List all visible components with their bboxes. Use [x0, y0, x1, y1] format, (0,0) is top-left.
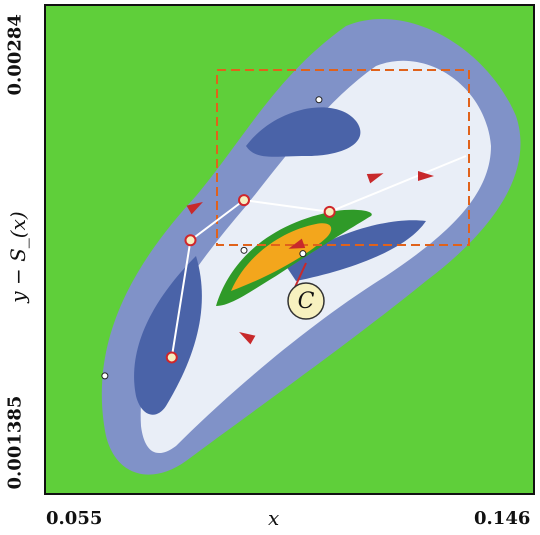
y-tick-min: 0.001385	[4, 395, 26, 490]
phase-space-plot: C	[46, 6, 533, 493]
x-tick-min: 0.055	[46, 508, 103, 529]
manifold-arrow	[239, 332, 256, 345]
periodic-point	[323, 205, 336, 218]
label-text: C	[298, 289, 315, 314]
x-tick-max: 0.146	[474, 508, 531, 529]
right-island	[286, 220, 426, 281]
manifold-arrow	[366, 173, 384, 184]
elliptic-center	[299, 250, 307, 258]
elliptic-center	[101, 372, 109, 380]
x-axis-label: x	[268, 506, 280, 530]
periodic-point	[165, 351, 178, 364]
periodic-point	[184, 234, 197, 247]
elliptic-center	[315, 96, 323, 104]
elliptic-center	[240, 246, 248, 254]
orange-core	[231, 223, 332, 291]
periodic-point	[238, 194, 251, 207]
label-bubble	[287, 282, 325, 320]
manifold-arrow	[186, 202, 203, 215]
y-axis-label: y − S_(x)	[6, 211, 30, 303]
manifold-arrow	[288, 238, 306, 249]
plot-area: C	[44, 4, 535, 495]
manifold-arrow	[418, 171, 434, 181]
dashed-zoom-box	[216, 69, 470, 246]
upper-island	[246, 107, 361, 157]
y-tick-max: 0.00284	[4, 14, 26, 96]
left-island	[134, 256, 202, 415]
